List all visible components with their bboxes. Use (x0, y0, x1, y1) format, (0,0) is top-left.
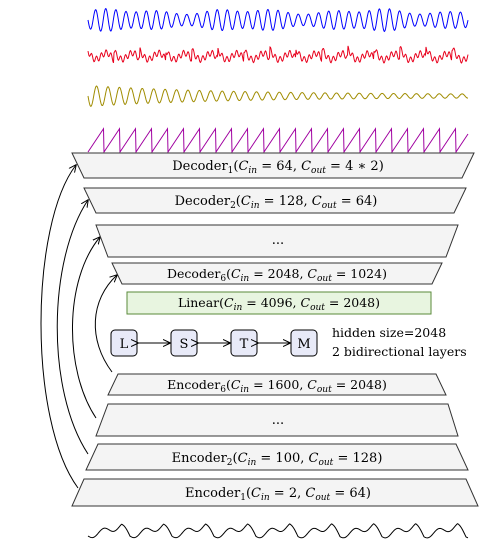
encoder-ellipsis-block: ... (95, 403, 459, 437)
skip-arc-2 (56, 200, 88, 455)
red-signal-wave (87, 45, 469, 64)
decoder-6-block: Decoder6(Cin = 2048, Cout = 1024) (111, 262, 443, 285)
skip-arc-3 (72, 237, 100, 419)
skip-arc-1 (40, 165, 79, 489)
lstm-node-l-label: L (120, 337, 129, 352)
encoder-ellipsis-shape (95, 403, 459, 437)
encoder-2-label: Encoder2(Cin = 100, Cout = 128) (172, 451, 383, 468)
lstm-node-t-label: T (240, 337, 249, 352)
olive-signal-wave (87, 85, 469, 107)
purple-signal-wave (87, 127, 469, 154)
decoder-1-block: Decoder1(Cin = 64, Cout = 4 ∗ 2) (71, 152, 475, 179)
lstm-node-s-label: S (180, 337, 189, 352)
decoder-1-shape (71, 152, 475, 179)
encoder-6-label: Encoder6(Cin = 1600, Cout = 2048) (167, 377, 387, 395)
linear-block: Linear(Cin = 4096, Cout = 2048) (126, 291, 432, 315)
lstm-node-l: L (110, 329, 138, 357)
encoder-6-shape (107, 373, 447, 396)
lstm-node-m-box (290, 329, 318, 357)
encoder-1-block: Encoder1(Cin = 2, Cout = 64) (71, 478, 479, 507)
lstm-layers: 2 bidirectional layers (332, 344, 467, 359)
blue-signal-wave (87, 8, 469, 33)
skip-arc-4 (94, 275, 117, 373)
decoder-2-shape (83, 187, 467, 214)
decoder-2-block: Decoder2(Cin = 128, Cout = 64) (83, 187, 467, 214)
linear-label: Linear(Cin = 4096, Cout = 2048) (178, 295, 380, 313)
encoder-1-label: Encoder1(Cin = 2, Cout = 64) (185, 486, 371, 503)
decoder-6-shape (111, 262, 443, 285)
linear-shape (126, 291, 432, 315)
lstm-hidden-size: hidden size=2048 (332, 325, 446, 340)
encoder-2-block: Encoder2(Cin = 100, Cout = 128) (85, 443, 469, 471)
lstm-node-m: M (290, 329, 318, 357)
input-signal-wave (87, 523, 469, 539)
decoder-2-label: Decoder2(Cin = 128, Cout = 64) (175, 194, 378, 211)
decoder-ellipsis-block: ... (95, 224, 459, 258)
lstm-node-m-label: M (297, 337, 310, 352)
decoder-1-label: Decoder1(Cin = 64, Cout = 4 ∗ 2) (172, 159, 384, 176)
decoder-ellipsis-shape (95, 224, 459, 258)
lstm-node-s: S (170, 329, 198, 357)
decoder-6-label: Decoder6(Cin = 2048, Cout = 1024) (167, 266, 387, 284)
decoder-ellipsis: ... (272, 233, 284, 248)
encoder-2-shape (85, 443, 469, 471)
lstm-node-t: T (230, 329, 258, 357)
encoder-1-shape (71, 478, 479, 507)
encoder-ellipsis: ... (272, 413, 284, 428)
encoder-6-block: Encoder6(Cin = 1600, Cout = 2048) (107, 373, 447, 396)
